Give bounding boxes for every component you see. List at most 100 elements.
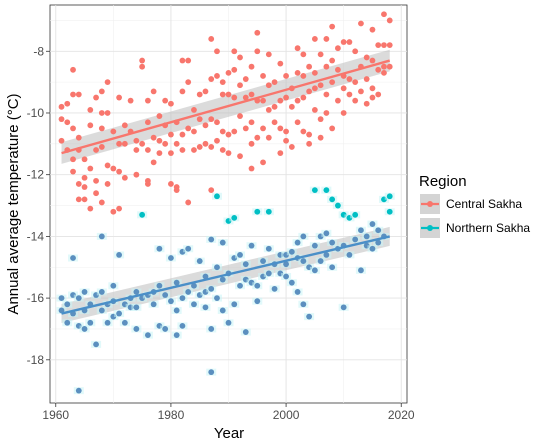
data-point bbox=[116, 168, 122, 175]
data-point bbox=[311, 85, 318, 92]
data-point bbox=[81, 156, 88, 163]
data-point bbox=[237, 252, 243, 258]
data-point bbox=[133, 147, 140, 153]
data-point bbox=[191, 106, 197, 113]
data-point bbox=[381, 11, 387, 18]
data-point bbox=[64, 100, 71, 107]
data-point bbox=[248, 140, 255, 147]
data-point bbox=[283, 261, 289, 268]
data-point bbox=[277, 97, 284, 104]
data-point bbox=[306, 140, 313, 147]
data-point bbox=[237, 113, 243, 119]
data-point bbox=[110, 165, 117, 172]
data-point bbox=[214, 295, 220, 302]
data-point bbox=[317, 258, 324, 264]
data-point bbox=[346, 39, 353, 45]
data-point bbox=[265, 51, 272, 58]
data-point bbox=[156, 282, 163, 289]
data-point bbox=[294, 97, 301, 104]
data-point bbox=[185, 57, 192, 64]
data-point bbox=[306, 131, 313, 138]
data-point bbox=[58, 116, 65, 123]
data-point bbox=[277, 125, 284, 132]
data-point bbox=[375, 91, 382, 98]
data-point bbox=[346, 252, 353, 258]
data-point bbox=[375, 66, 382, 73]
data-point bbox=[81, 184, 88, 190]
data-point bbox=[70, 168, 76, 175]
data-point bbox=[358, 20, 364, 27]
data-point bbox=[323, 110, 330, 116]
data-point bbox=[288, 279, 295, 286]
data-point bbox=[231, 66, 238, 73]
data-point bbox=[173, 140, 180, 147]
data-point bbox=[288, 144, 295, 150]
data-point bbox=[260, 125, 266, 132]
data-point bbox=[70, 125, 76, 132]
data-point bbox=[87, 205, 94, 212]
data-point bbox=[156, 150, 163, 156]
data-point bbox=[202, 273, 209, 280]
data-point bbox=[127, 97, 134, 104]
data-point bbox=[214, 73, 220, 79]
data-point bbox=[311, 187, 318, 194]
data-point bbox=[58, 295, 65, 302]
data-point bbox=[219, 91, 226, 98]
data-point bbox=[58, 307, 65, 314]
data-point bbox=[219, 276, 226, 283]
data-point bbox=[208, 76, 215, 82]
data-point bbox=[104, 162, 111, 169]
data-point bbox=[265, 270, 272, 277]
data-point bbox=[219, 239, 226, 246]
data-point bbox=[375, 227, 382, 234]
data-point bbox=[81, 289, 88, 295]
data-point bbox=[386, 63, 393, 70]
data-point bbox=[98, 199, 105, 206]
data-point bbox=[150, 134, 157, 141]
data-point bbox=[150, 159, 157, 166]
data-point bbox=[98, 289, 105, 295]
data-point bbox=[81, 174, 88, 181]
data-point bbox=[87, 319, 94, 326]
data-point bbox=[358, 88, 364, 95]
data-point bbox=[363, 233, 370, 240]
data-point bbox=[168, 181, 174, 187]
data-point bbox=[352, 236, 359, 243]
data-point bbox=[386, 208, 393, 215]
trend-line bbox=[61, 235, 391, 315]
data-point bbox=[144, 332, 151, 339]
x-tick-label: 2020 bbox=[388, 408, 415, 422]
legend-title: Region bbox=[419, 173, 467, 190]
data-point bbox=[214, 137, 220, 144]
data-point bbox=[208, 187, 215, 194]
data-point bbox=[121, 140, 128, 147]
data-point bbox=[133, 326, 140, 332]
data-point bbox=[369, 57, 376, 64]
data-point bbox=[237, 82, 243, 89]
data-point bbox=[93, 341, 99, 348]
y-axis-title: Annual average temperature (°C) bbox=[5, 93, 22, 314]
data-point bbox=[104, 110, 111, 116]
data-point bbox=[81, 326, 88, 332]
data-point bbox=[173, 332, 180, 339]
data-point bbox=[237, 54, 243, 61]
data-point bbox=[93, 147, 99, 153]
data-point bbox=[346, 91, 353, 98]
data-point bbox=[179, 88, 186, 95]
data-point bbox=[70, 66, 76, 73]
data-point bbox=[214, 48, 220, 55]
data-point bbox=[87, 122, 94, 129]
data-point bbox=[294, 289, 301, 295]
data-point bbox=[231, 214, 238, 221]
data-point bbox=[271, 285, 278, 292]
data-point bbox=[93, 177, 99, 184]
data-point bbox=[265, 208, 272, 215]
data-point bbox=[208, 369, 215, 376]
data-point bbox=[156, 245, 163, 252]
data-point bbox=[144, 119, 151, 126]
data-point bbox=[254, 298, 261, 305]
data-point bbox=[98, 307, 105, 314]
y-tick-label: -8 bbox=[33, 44, 44, 58]
data-point bbox=[168, 131, 174, 138]
data-point bbox=[191, 282, 197, 289]
